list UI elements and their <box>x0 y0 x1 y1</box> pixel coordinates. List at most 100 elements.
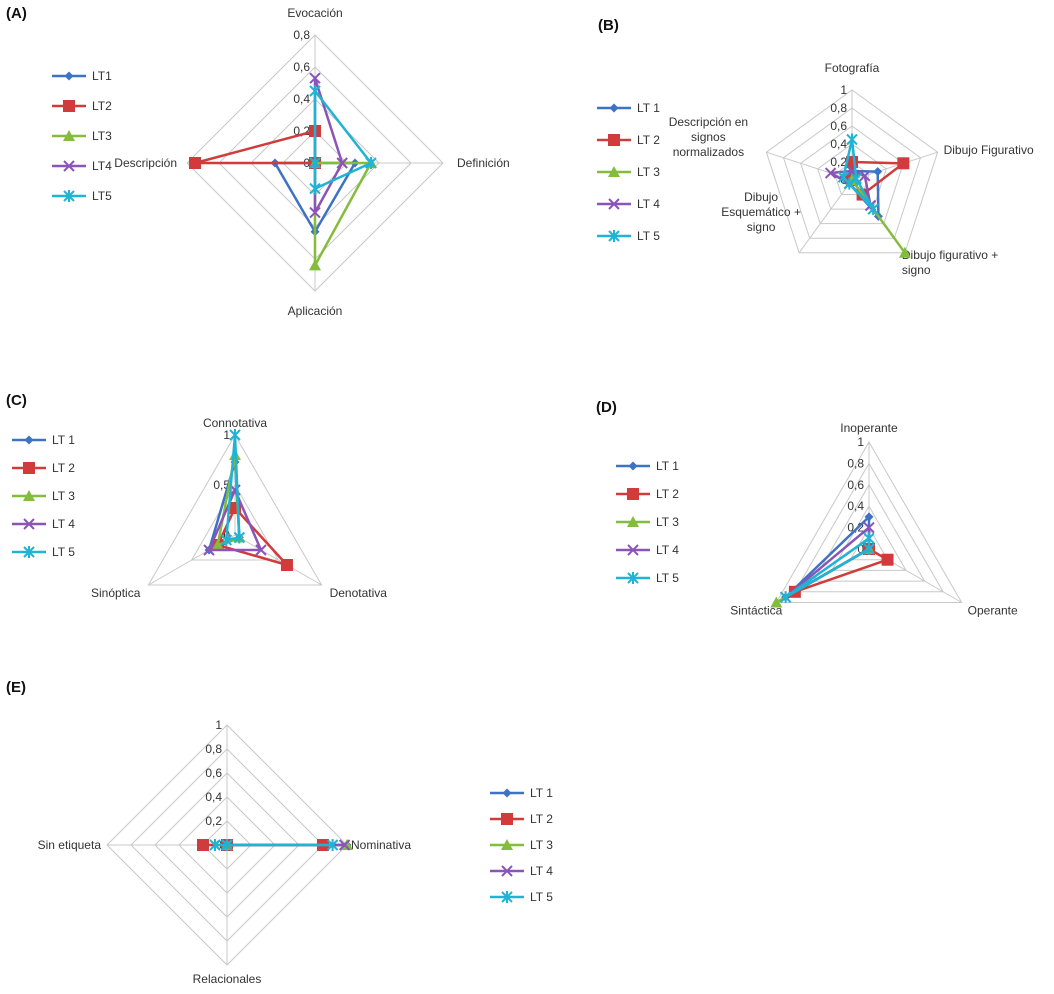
category-label: Inoperante <box>840 421 898 435</box>
data-point <box>897 157 910 170</box>
data-point <box>229 429 241 441</box>
legend-marker <box>627 544 639 556</box>
legend-marker <box>63 130 75 141</box>
legend-label: LT 1 <box>530 786 553 800</box>
data-point <box>309 182 321 195</box>
legend-marker <box>608 134 620 146</box>
series-lt5 <box>779 532 875 604</box>
legend-marker <box>63 100 75 112</box>
legend-item: LT 5 <box>12 545 75 559</box>
legend-item: LT4 <box>52 159 112 173</box>
tick-label: 0,6 <box>293 60 310 74</box>
legend-item: LT 2 <box>616 487 679 501</box>
legend-item: LT 4 <box>616 543 679 557</box>
tick-label: 0,6 <box>205 766 222 780</box>
legend-label: LT 1 <box>637 101 660 115</box>
data-point <box>326 839 339 851</box>
grid-ring <box>800 125 904 225</box>
legend-label: LT 1 <box>52 433 75 447</box>
tick-label: 0,8 <box>830 101 847 115</box>
category-label: Descripción en signos normalizados <box>669 115 748 159</box>
legend-marker <box>501 813 513 825</box>
category-label: Dibujo figurativo + signo <box>902 248 998 277</box>
legend-marker <box>627 516 639 527</box>
legend-item: LT 5 <box>490 890 553 904</box>
panel-label: (C) <box>6 392 27 409</box>
legend-item: LT 4 <box>12 517 75 531</box>
panel-label: (A) <box>6 5 27 22</box>
series-lt4 <box>203 484 267 556</box>
legend: LT1 LT2 LT3 LT4 LT5 <box>52 69 112 203</box>
legend-marker <box>608 230 620 242</box>
tick-label: 0,6 <box>847 478 864 492</box>
legend-label: LT 1 <box>656 459 679 473</box>
tick-label: 0,8 <box>293 28 310 42</box>
data-point <box>863 543 875 555</box>
data-point <box>203 544 215 556</box>
legend-marker <box>23 518 35 530</box>
data-point <box>309 157 321 169</box>
legend-label: LT5 <box>92 189 112 203</box>
panel-label: (E) <box>6 679 26 696</box>
radar-chart-c: (C)00,51ConnotativaDenotativaSinópticaLT… <box>6 392 387 600</box>
legend-label: LT 5 <box>52 545 75 559</box>
series-line <box>313 161 373 267</box>
data-point <box>309 72 321 84</box>
legend-label: LT 3 <box>637 165 660 179</box>
data-point <box>863 521 875 534</box>
legend-item: LT 1 <box>597 101 660 115</box>
data-point <box>197 839 209 851</box>
data-point <box>211 539 224 550</box>
legend-label: LT 4 <box>52 517 75 531</box>
category-label: Relacionales <box>193 972 262 986</box>
legend-marker <box>63 190 75 202</box>
data-point <box>280 559 293 571</box>
data-point <box>336 157 348 169</box>
legend-marker <box>627 572 639 584</box>
series-line <box>784 526 871 599</box>
grid-ring <box>765 89 939 254</box>
category-label-line: normalizados <box>673 145 744 159</box>
panel-label: (D) <box>596 399 617 416</box>
legend-marker <box>23 462 35 474</box>
legend-label: LT 2 <box>656 487 679 501</box>
legend-item: LT 2 <box>490 812 553 826</box>
legend-label: LT4 <box>92 159 112 173</box>
radar-chart-e: (E)00,20,40,60,81NominativaRelacionalesS… <box>6 679 553 986</box>
panel-label: (B) <box>598 17 619 34</box>
series-lt5 <box>220 429 246 546</box>
data-point <box>898 246 911 258</box>
category-label: Aplicación <box>288 304 343 318</box>
series-line <box>784 537 871 599</box>
legend-marker <box>628 461 638 471</box>
category-label: Connotativa <box>203 416 267 430</box>
tick-label: 0,8 <box>205 742 222 756</box>
legend-label: LT 2 <box>52 461 75 475</box>
data-point <box>864 512 874 522</box>
tick-label: 0,6 <box>830 119 847 133</box>
legend-label: LT 3 <box>530 838 553 852</box>
legend-label: LT 3 <box>656 515 679 529</box>
data-point <box>341 839 353 850</box>
tick-label: 1 <box>215 718 222 732</box>
data-point <box>859 170 871 182</box>
series-line <box>207 488 263 552</box>
legend-marker <box>608 166 620 177</box>
data-point <box>189 157 201 169</box>
data-point <box>881 553 894 566</box>
data-point <box>837 171 850 184</box>
data-point <box>850 172 862 185</box>
legend: LT 1 LT 2 LT 3 LT 4 LT 5 <box>597 101 660 243</box>
legend-marker <box>64 71 74 81</box>
legend-marker <box>23 546 35 558</box>
data-point <box>255 544 267 556</box>
legend-label: LT 4 <box>530 864 553 878</box>
grid-ring <box>190 483 280 561</box>
legend-marker <box>23 490 35 501</box>
series-line <box>193 129 317 165</box>
data-point <box>873 167 883 177</box>
legend-label: LT 4 <box>637 197 660 211</box>
legend-item: LT 3 <box>616 515 679 529</box>
